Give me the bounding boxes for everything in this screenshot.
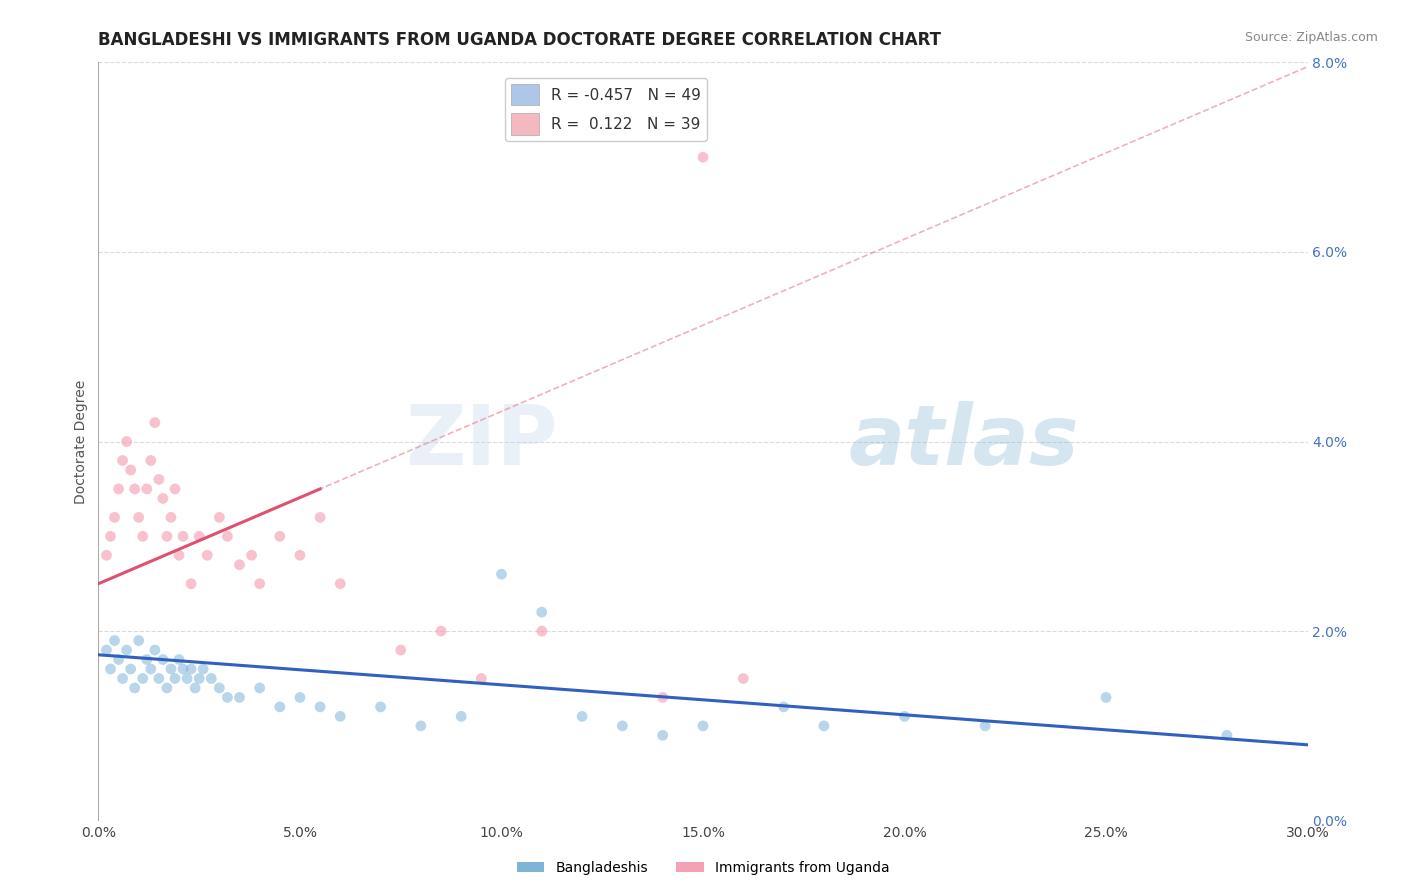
- Point: [115, 643, 138, 657]
- Point: [974, 719, 997, 733]
- Point: [571, 709, 593, 723]
- Point: [148, 672, 170, 686]
- Point: [188, 672, 211, 686]
- Point: [288, 548, 311, 563]
- Point: [103, 510, 125, 524]
- Point: [128, 633, 150, 648]
- Point: [208, 510, 231, 524]
- Point: [143, 416, 166, 430]
- Point: [135, 652, 157, 666]
- Point: [152, 491, 174, 506]
- Point: [152, 652, 174, 666]
- Point: [195, 548, 218, 563]
- Point: [107, 482, 129, 496]
- Point: [176, 672, 198, 686]
- Point: [200, 672, 222, 686]
- Point: [184, 681, 207, 695]
- Point: [813, 719, 835, 733]
- Point: [249, 681, 271, 695]
- Point: [96, 548, 118, 563]
- Point: [163, 482, 186, 496]
- Point: [124, 681, 146, 695]
- Point: [409, 719, 432, 733]
- Text: Source: ZipAtlas.com: Source: ZipAtlas.com: [1244, 31, 1378, 45]
- Point: [249, 576, 271, 591]
- Point: [143, 643, 166, 657]
- Point: [1216, 728, 1239, 742]
- Point: [188, 529, 211, 543]
- Point: [163, 672, 186, 686]
- Point: [269, 699, 291, 714]
- Point: [217, 690, 239, 705]
- Point: [772, 699, 794, 714]
- Point: [103, 633, 125, 648]
- Point: [156, 681, 179, 695]
- Point: [450, 709, 472, 723]
- Point: [893, 709, 915, 723]
- Point: [651, 728, 673, 742]
- Point: [651, 690, 673, 705]
- Text: atlas: atlas: [848, 401, 1078, 482]
- Point: [269, 529, 291, 543]
- Point: [1095, 690, 1118, 705]
- Point: [160, 662, 183, 676]
- Point: [530, 624, 553, 639]
- Point: [491, 567, 513, 582]
- Point: [309, 699, 332, 714]
- Point: [309, 510, 332, 524]
- Point: [180, 662, 202, 676]
- Point: [530, 605, 553, 619]
- Text: ZIP: ZIP: [405, 401, 558, 482]
- Point: [228, 690, 250, 705]
- Point: [193, 662, 215, 676]
- Point: [370, 699, 392, 714]
- Point: [139, 662, 162, 676]
- Point: [329, 576, 352, 591]
- Point: [100, 662, 122, 676]
- Point: [132, 672, 155, 686]
- Point: [111, 453, 134, 467]
- Point: [156, 529, 179, 543]
- Point: [167, 548, 190, 563]
- Text: BANGLADESHI VS IMMIGRANTS FROM UGANDA DOCTORATE DEGREE CORRELATION CHART: BANGLADESHI VS IMMIGRANTS FROM UGANDA DO…: [98, 31, 942, 49]
- Y-axis label: Doctorate Degree: Doctorate Degree: [75, 379, 89, 504]
- Point: [120, 463, 142, 477]
- Point: [612, 719, 634, 733]
- Point: [240, 548, 263, 563]
- Point: [128, 510, 150, 524]
- Point: [111, 672, 134, 686]
- Point: [329, 709, 352, 723]
- Legend: Bangladeshis, Immigrants from Uganda: Bangladeshis, Immigrants from Uganda: [510, 855, 896, 880]
- Point: [100, 529, 122, 543]
- Point: [217, 529, 239, 543]
- Point: [135, 482, 157, 496]
- Point: [160, 510, 183, 524]
- Point: [288, 690, 311, 705]
- Point: [132, 529, 155, 543]
- Point: [124, 482, 146, 496]
- Point: [733, 672, 755, 686]
- Point: [692, 719, 714, 733]
- Point: [107, 652, 129, 666]
- Point: [389, 643, 412, 657]
- Point: [120, 662, 142, 676]
- Point: [180, 576, 202, 591]
- Point: [96, 643, 118, 657]
- Point: [148, 473, 170, 487]
- Point: [167, 652, 190, 666]
- Point: [470, 672, 492, 686]
- Point: [208, 681, 231, 695]
- Point: [139, 453, 162, 467]
- Point: [172, 662, 194, 676]
- Point: [692, 150, 714, 164]
- Point: [430, 624, 453, 639]
- Legend: R = -0.457   N = 49, R =  0.122   N = 39: R = -0.457 N = 49, R = 0.122 N = 39: [505, 78, 707, 141]
- Point: [228, 558, 250, 572]
- Point: [115, 434, 138, 449]
- Point: [172, 529, 194, 543]
